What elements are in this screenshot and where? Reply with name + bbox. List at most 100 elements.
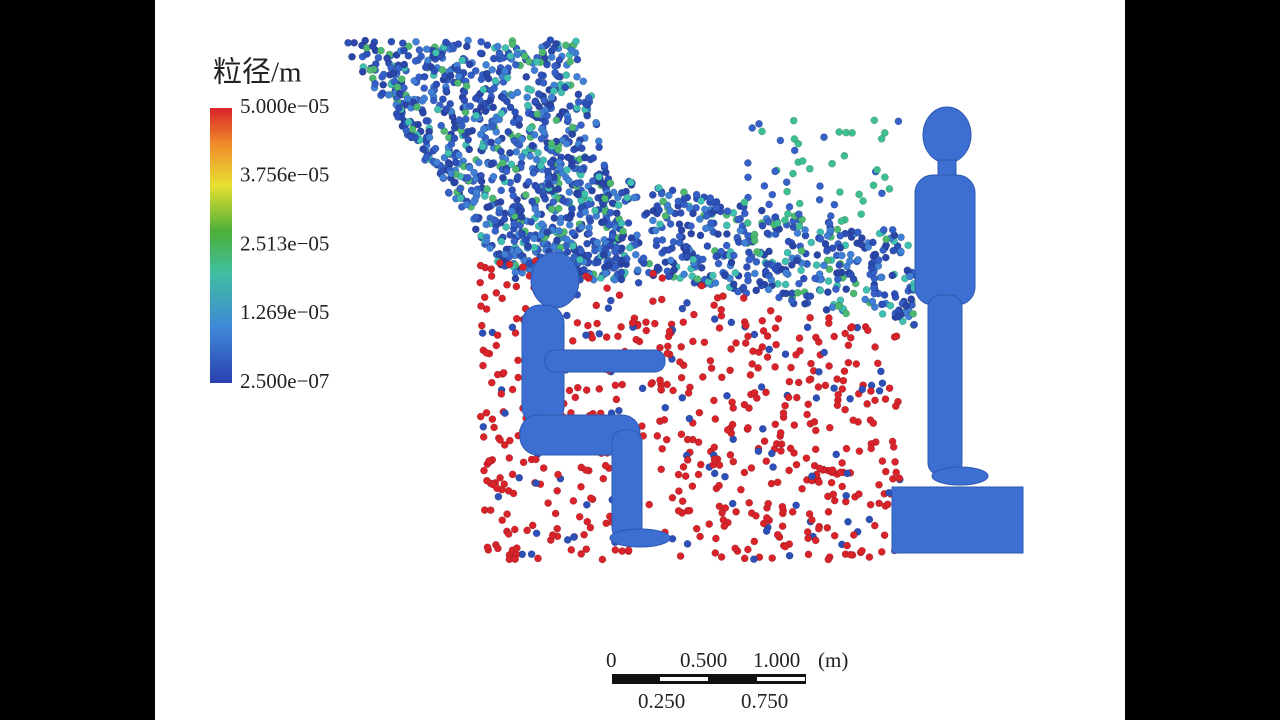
particle [865, 515, 874, 524]
particle [839, 376, 848, 385]
particle [398, 39, 407, 48]
particle [698, 255, 707, 264]
particle [696, 460, 705, 469]
particle [499, 368, 508, 377]
particle [596, 274, 605, 282]
particle [805, 164, 814, 173]
particle [795, 199, 804, 208]
particle [442, 86, 451, 95]
particle [618, 547, 626, 555]
particle [828, 159, 836, 168]
particle [379, 70, 388, 79]
particle [782, 178, 791, 187]
particle [534, 90, 543, 98]
particle [551, 68, 559, 77]
particle [523, 101, 532, 110]
particle [566, 102, 574, 110]
particle [583, 517, 592, 526]
particle [485, 457, 493, 465]
particle [694, 438, 703, 447]
particle [867, 263, 876, 272]
particle [508, 323, 517, 332]
particle [823, 523, 832, 532]
particle [702, 212, 711, 220]
particle [875, 480, 883, 489]
particle [781, 216, 789, 225]
particle [632, 335, 641, 344]
particle [674, 470, 683, 479]
particle [885, 384, 894, 393]
particle [618, 234, 626, 242]
particle [842, 444, 851, 453]
particle [703, 242, 712, 250]
particle [577, 223, 586, 231]
particle [814, 524, 823, 533]
particle [634, 278, 643, 287]
particle [444, 188, 453, 197]
particle [877, 548, 886, 556]
particle [771, 265, 780, 273]
particle [515, 207, 524, 216]
particle [592, 118, 600, 127]
particle [857, 210, 866, 219]
particle [815, 270, 824, 278]
particle [815, 464, 824, 473]
particle [689, 337, 697, 346]
particle [529, 169, 538, 177]
particle [846, 550, 855, 559]
particle [624, 219, 633, 227]
particle [870, 274, 879, 283]
particle [507, 160, 516, 169]
particle [830, 531, 839, 540]
particle [653, 263, 662, 272]
particle [750, 236, 759, 245]
particle [829, 490, 838, 499]
particle [783, 248, 792, 257]
particle [407, 132, 415, 141]
particle [834, 302, 843, 310]
particle [526, 152, 535, 160]
particle [858, 546, 866, 555]
particle [836, 244, 845, 252]
particle [784, 210, 792, 218]
particle [568, 130, 576, 139]
particle [897, 247, 905, 256]
particle [602, 333, 611, 341]
particle [493, 484, 501, 493]
particle [674, 506, 683, 515]
particle [695, 408, 704, 417]
particle [824, 555, 833, 564]
particle [488, 160, 496, 168]
particle [816, 182, 824, 190]
particle [515, 121, 524, 129]
particle [527, 86, 536, 94]
particle [442, 38, 450, 47]
particle [878, 189, 886, 198]
particle [907, 295, 916, 303]
particle [488, 415, 497, 424]
particle [532, 479, 540, 488]
particle [617, 268, 626, 277]
particle [766, 306, 775, 315]
particle [601, 269, 610, 278]
particle [821, 381, 830, 390]
particle [603, 284, 611, 293]
particle [684, 389, 693, 397]
particle [582, 272, 590, 281]
particle [538, 48, 547, 57]
particle [471, 225, 480, 234]
particle [477, 75, 486, 84]
particle [717, 373, 726, 382]
particle [479, 433, 488, 441]
particle [554, 470, 562, 479]
particle [728, 499, 737, 508]
particle [781, 350, 790, 359]
particle [802, 454, 811, 463]
particle [593, 319, 601, 328]
particle [685, 204, 694, 213]
particle [576, 255, 584, 264]
particle [837, 217, 846, 225]
particle [658, 444, 667, 453]
particle [763, 229, 772, 238]
particle [591, 206, 599, 215]
